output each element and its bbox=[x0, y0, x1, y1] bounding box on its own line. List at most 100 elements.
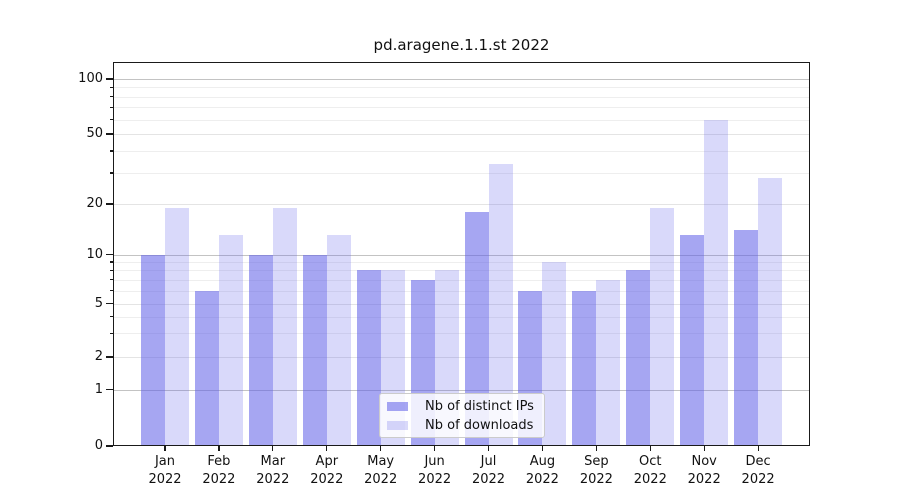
x-tick-year: 2022 bbox=[633, 472, 667, 487]
legend-row: Nb of downloads bbox=[387, 417, 534, 433]
x-tick-label: Jul 2022 bbox=[457, 453, 521, 489]
bar-distinct-ips-oct bbox=[626, 270, 651, 446]
gridline-minor bbox=[113, 270, 810, 272]
legend: Nb of distinct IPs Nb of downloads bbox=[379, 393, 545, 438]
x-tick-month: Sep bbox=[584, 454, 609, 469]
x-tick-label: Jun 2022 bbox=[403, 453, 467, 489]
y-minor-tick-mark bbox=[110, 290, 113, 292]
x-tick-mark bbox=[218, 446, 220, 451]
gridline-labeled-minor bbox=[113, 357, 810, 358]
x-tick-label: Sep 2022 bbox=[564, 453, 628, 489]
y-tick-mark bbox=[106, 253, 113, 256]
x-tick-month: Apr bbox=[315, 454, 339, 469]
bar-distinct-ips-mar bbox=[248, 254, 273, 446]
bar-downloads-sep bbox=[596, 279, 621, 446]
y-tick-mark bbox=[106, 356, 113, 358]
bar-downloads-jan bbox=[165, 207, 189, 446]
bar-downloads-feb bbox=[218, 235, 243, 446]
x-tick-month: Jan bbox=[154, 454, 176, 469]
legend-label-downloads: Nb of downloads bbox=[425, 417, 534, 433]
legend-label-distinct-ips: Nb of distinct IPs bbox=[425, 398, 534, 414]
x-tick-month: Dec bbox=[745, 454, 771, 469]
y-minor-tick-mark bbox=[110, 96, 113, 98]
gridline-minor bbox=[113, 107, 810, 109]
x-tick-mark bbox=[703, 446, 705, 451]
x-tick-mark bbox=[541, 446, 544, 451]
bar-distinct-ips-jan bbox=[141, 254, 165, 446]
x-tick-month: Jun bbox=[424, 454, 445, 469]
bar-distinct-ips-apr bbox=[302, 254, 327, 446]
x-tick-year: 2022 bbox=[148, 472, 182, 487]
gridline-minor bbox=[113, 333, 810, 335]
x-tick-year: 2022 bbox=[364, 472, 398, 487]
gridline-minor bbox=[113, 96, 810, 98]
x-tick-month: Feb bbox=[207, 454, 231, 469]
y-tick-mark bbox=[106, 445, 113, 447]
y-tick-label: 1 bbox=[94, 381, 103, 397]
gridline-labeled-minor bbox=[113, 134, 810, 135]
y-tick-label: 20 bbox=[86, 196, 103, 211]
gridline-labeled-minor bbox=[113, 303, 810, 305]
x-tick-month: Jul bbox=[480, 454, 497, 469]
bar-downloads-dec bbox=[758, 178, 783, 446]
x-tick-mark bbox=[434, 446, 436, 451]
x-tick-year: 2022 bbox=[310, 472, 344, 487]
gridline-minor bbox=[113, 261, 810, 263]
x-tick-year: 2022 bbox=[741, 472, 775, 487]
gridline-major bbox=[113, 254, 810, 256]
x-tick-year: 2022 bbox=[418, 472, 452, 487]
gridline-minor bbox=[113, 87, 810, 89]
y-minor-tick-mark bbox=[110, 150, 113, 152]
y-tick-label: 0 bbox=[94, 438, 103, 453]
bar-distinct-ips-may bbox=[356, 270, 381, 446]
x-tick-mark bbox=[595, 446, 598, 451]
x-tick-label: Feb 2022 bbox=[187, 453, 251, 489]
x-tick-month: Mar bbox=[260, 454, 286, 469]
x-tick-mark bbox=[380, 446, 382, 451]
x-tick-year: 2022 bbox=[687, 472, 721, 487]
bar-downloads-apr bbox=[326, 235, 351, 446]
y-minor-tick-mark bbox=[110, 261, 113, 263]
bar-downloads-mar bbox=[272, 207, 297, 446]
x-tick-label: Dec 2022 bbox=[726, 453, 790, 489]
gridline-labeled-minor bbox=[113, 204, 810, 205]
x-tick-mark bbox=[487, 446, 490, 451]
bar-distinct-ips-dec bbox=[734, 230, 759, 446]
x-tick-label: Aug 2022 bbox=[510, 453, 574, 489]
x-tick-mark bbox=[272, 446, 274, 451]
bar-downloads-nov bbox=[704, 119, 729, 446]
gridline-minor bbox=[113, 316, 810, 318]
gridline-minor bbox=[113, 173, 810, 174]
x-tick-label: Mar 2022 bbox=[241, 453, 305, 489]
y-minor-tick-mark bbox=[110, 86, 113, 89]
y-tick-label: 2 bbox=[94, 349, 103, 364]
bar-downloads-aug bbox=[542, 261, 567, 446]
gridline-minor bbox=[113, 119, 810, 121]
bar-distinct-ips-nov bbox=[680, 235, 705, 446]
gridline-major bbox=[113, 79, 810, 80]
y-tick-mark bbox=[106, 78, 113, 80]
y-minor-tick-mark bbox=[110, 106, 113, 108]
x-tick-label: Nov 2022 bbox=[672, 453, 736, 489]
x-tick-label: Jan 2022 bbox=[133, 453, 197, 489]
x-tick-mark bbox=[649, 446, 651, 451]
y-tick-mark bbox=[106, 203, 113, 205]
y-tick-label: 5 bbox=[94, 295, 103, 311]
x-tick-year: 2022 bbox=[525, 472, 559, 487]
x-tick-month: Nov bbox=[691, 454, 717, 469]
gridline-minor bbox=[113, 290, 810, 292]
bar-distinct-ips-feb bbox=[194, 290, 219, 446]
y-minor-tick-mark bbox=[110, 269, 113, 271]
y-minor-tick-mark bbox=[110, 279, 113, 281]
y-minor-tick-mark bbox=[110, 315, 113, 318]
gridline-minor bbox=[113, 151, 810, 152]
x-tick-month: Aug bbox=[529, 454, 556, 469]
y-tick-label: 50 bbox=[86, 126, 103, 141]
x-tick-year: 2022 bbox=[579, 472, 613, 487]
y-tick-mark bbox=[106, 388, 113, 391]
y-minor-tick-mark bbox=[110, 118, 113, 121]
x-tick-year: 2022 bbox=[202, 472, 236, 487]
gridline-minor bbox=[113, 279, 810, 281]
x-tick-year: 2022 bbox=[471, 472, 506, 487]
x-tick-year: 2022 bbox=[256, 472, 290, 487]
